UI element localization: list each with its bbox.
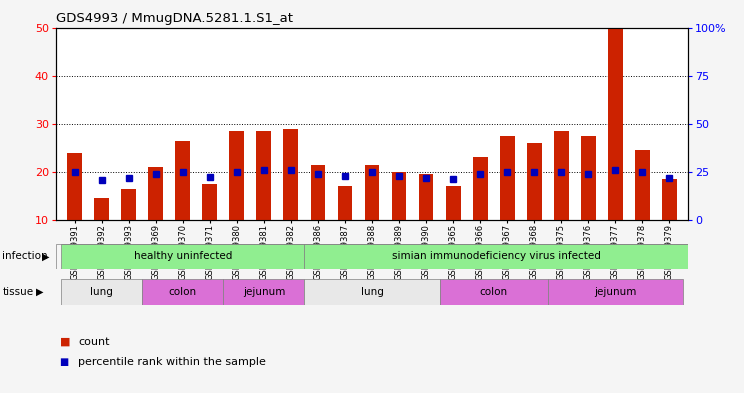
Text: healthy uninfected: healthy uninfected [134, 252, 232, 261]
Text: colon: colon [480, 287, 507, 297]
Bar [310, 165, 325, 268]
Text: infection: infection [2, 252, 48, 261]
Bar [67, 152, 82, 268]
Bar [419, 174, 434, 268]
Bar [554, 131, 568, 268]
FancyBboxPatch shape [223, 279, 304, 305]
FancyBboxPatch shape [61, 279, 142, 305]
Bar [283, 129, 298, 268]
Bar [257, 131, 272, 268]
Bar [662, 179, 677, 268]
Bar [365, 165, 379, 268]
FancyBboxPatch shape [304, 279, 440, 305]
Bar [229, 131, 244, 268]
Bar [391, 172, 406, 268]
Bar [176, 141, 190, 268]
FancyBboxPatch shape [142, 279, 223, 305]
Bar [581, 136, 596, 268]
Text: ■: ■ [60, 356, 68, 367]
FancyBboxPatch shape [440, 279, 548, 305]
FancyBboxPatch shape [61, 244, 304, 269]
Text: GDS4993 / MmugDNA.5281.1.S1_at: GDS4993 / MmugDNA.5281.1.S1_at [56, 12, 293, 25]
Text: jejunum: jejunum [243, 287, 285, 297]
Text: percentile rank within the sample: percentile rank within the sample [78, 356, 266, 367]
Text: ▶: ▶ [42, 252, 50, 261]
Bar [121, 189, 136, 268]
FancyBboxPatch shape [548, 279, 683, 305]
Bar [338, 186, 353, 268]
Text: colon: colon [169, 287, 197, 297]
Bar [148, 167, 163, 268]
Text: lung: lung [90, 287, 113, 297]
Text: count: count [78, 337, 109, 347]
FancyBboxPatch shape [304, 244, 688, 269]
Bar [608, 28, 623, 268]
Bar [446, 186, 461, 268]
Bar [94, 198, 109, 268]
Bar [527, 143, 542, 268]
Text: jejunum: jejunum [594, 287, 636, 297]
Text: simian immunodeficiency virus infected: simian immunodeficiency virus infected [392, 252, 600, 261]
Bar [635, 150, 650, 268]
Bar [472, 158, 487, 268]
Text: lung: lung [361, 287, 383, 297]
Bar [202, 184, 217, 268]
Text: tissue: tissue [2, 287, 33, 297]
Text: ■: ■ [60, 337, 70, 347]
Bar [500, 136, 515, 268]
Text: ▶: ▶ [36, 287, 44, 297]
